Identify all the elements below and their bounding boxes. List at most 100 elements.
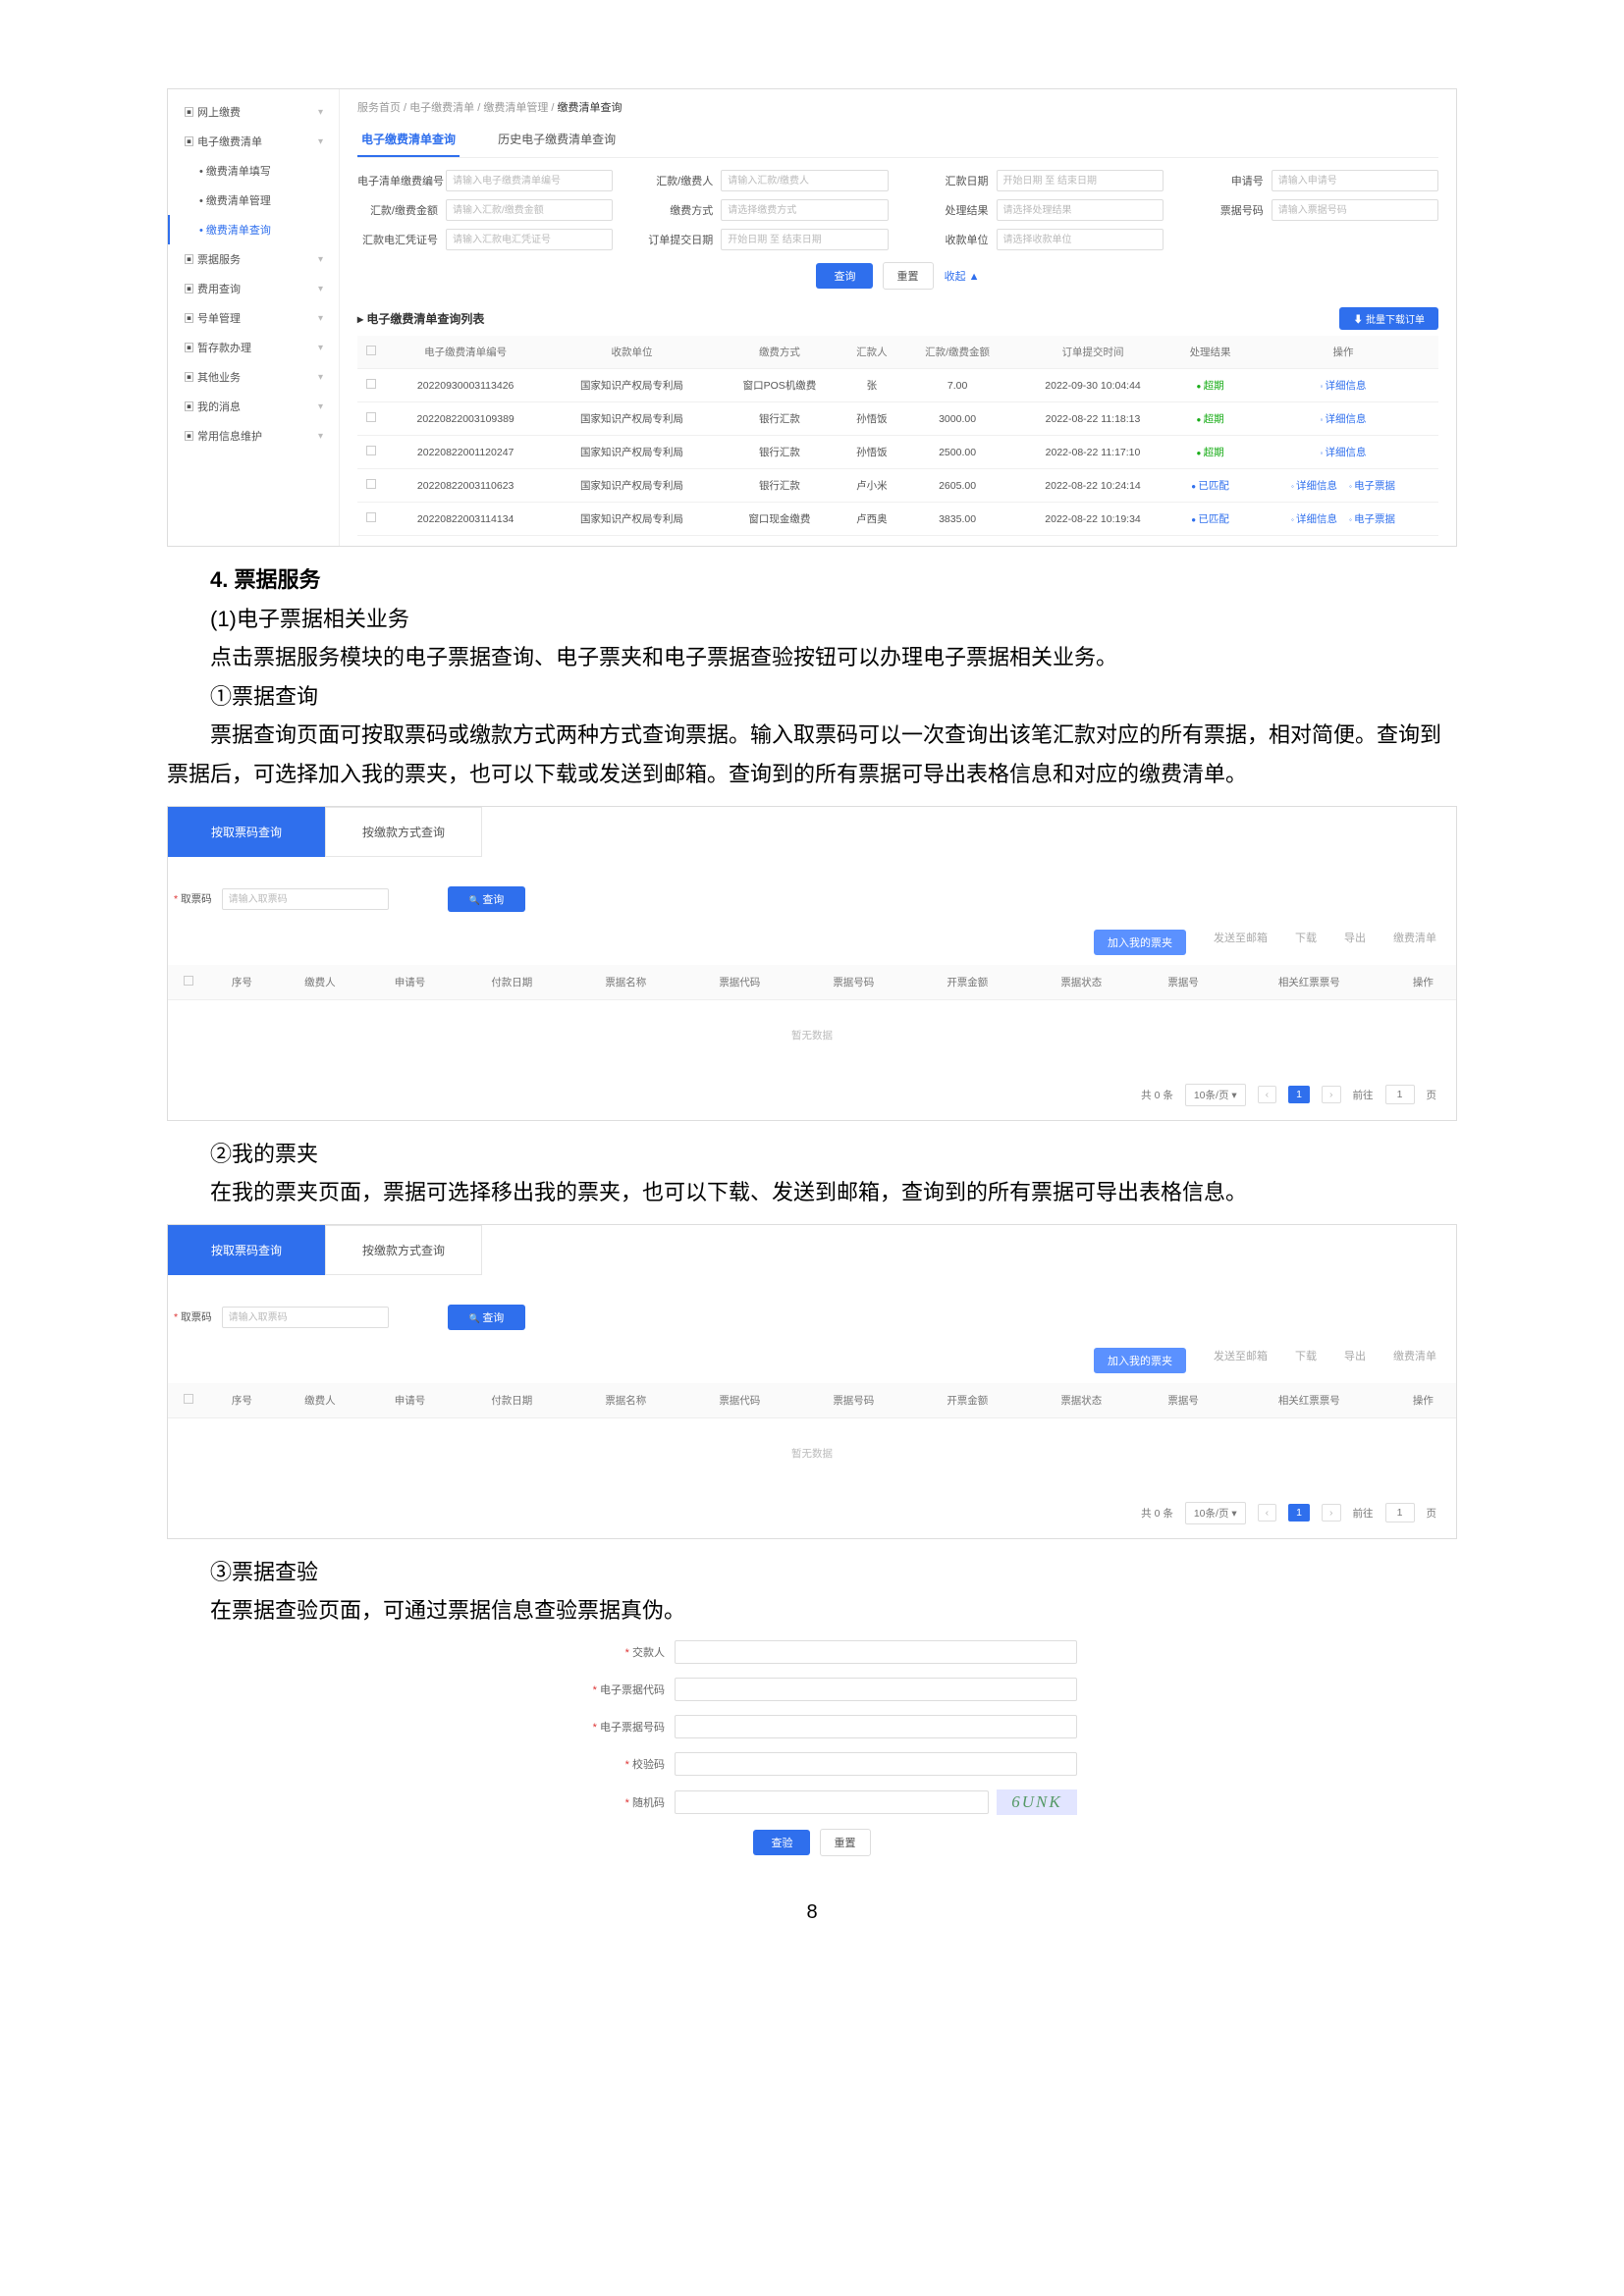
text-input[interactable] [675,1752,1077,1776]
search-label: 取票码 [181,1309,212,1324]
op-link[interactable]: 电子票据 [1349,480,1395,492]
sidebar-item[interactable]: ▣ 我的消息▾ [168,392,339,421]
op-link[interactable]: 详细信息 [1320,447,1366,458]
tab-bar: 电子缴费清单查询 历史电子缴费清单查询 [357,125,1438,158]
filter-input[interactable]: 请输入汇款/缴费金额 [446,199,613,221]
filter-input[interactable]: 开始日期 至 结束日期 [997,170,1164,191]
filter-input[interactable]: 请输入电子缴费清单编号 [446,170,613,191]
toolbar-action[interactable]: 发送至邮箱 [1214,930,1268,955]
verify-button[interactable]: 查验 [753,1830,810,1855]
page-size-select[interactable]: 10条/页 ▾ [1185,1084,1246,1106]
sidebar-item[interactable]: ▣ 电子缴费清单▾ [168,127,339,156]
sidebar-item[interactable]: ▣ 号单管理▾ [168,303,339,333]
goto-input[interactable]: 1 [1385,1085,1415,1104]
tab-by-payment[interactable]: 按缴款方式查询 [325,807,482,857]
sidebar-item[interactable]: • 缴费清单查询 [168,215,339,244]
text-input[interactable] [675,1640,1077,1664]
row-checkbox[interactable] [366,379,376,389]
filter-input[interactable]: 请选择缴费方式 [721,199,888,221]
search-input[interactable]: 请输入取票码 [222,1307,389,1328]
tab-by-code[interactable]: 按取票码查询 [168,1225,325,1275]
prev-page[interactable]: ‹ [1258,1086,1277,1103]
filter-input[interactable]: 请输入汇款电汇凭证号 [446,229,613,250]
screenshot-verify-form: 交款人电子票据代码电子票据号码校验码随机码6UNK 查验 重置 [547,1640,1077,1856]
op-link[interactable]: 详细信息 [1291,513,1337,525]
screenshot-ticket-query-1: 按取票码查询 按缴款方式查询 * 取票码 请输入取票码 查询 加入我的票夹发送至… [167,806,1457,1121]
filter-grid: 电子清单缴费编号请输入电子缴费清单编号汇款/缴费人请输入汇款/缴费人汇款日期开始… [357,170,1438,250]
table-row: 20220822003114134国家知识产权局专利局窗口现金缴费卢西奥3835… [357,503,1438,536]
no-data: 暂无数据 [168,1418,1456,1488]
text-input[interactable] [675,1790,989,1814]
sidebar-item[interactable]: • 缴费清单填写 [168,156,339,186]
sidebar: ▣ 网上缴费▾▣ 电子缴费清单▾• 缴费清单填写• 缴费清单管理• 缴费清单查询… [168,89,340,546]
result-table: 电子缴费清单编号收款单位缴费方式汇款人汇款/缴费金额订单提交时间处理结果操作 2… [357,336,1438,536]
search-button[interactable]: 查询 [448,886,526,912]
page-number: 8 [167,1901,1457,1924]
page-1[interactable]: 1 [1288,1504,1310,1522]
sidebar-item[interactable]: ▣ 常用信息维护▾ [168,421,339,451]
field-label: 校验码 [547,1756,675,1772]
search-input[interactable]: 请输入取票码 [222,888,389,910]
toolbar-action[interactable]: 缴费清单 [1393,1348,1436,1373]
sidebar-item[interactable]: ▣ 暂存款办理▾ [168,333,339,362]
sidebar-item[interactable]: ▣ 票据服务▾ [168,244,339,274]
toolbar-action[interactable]: 导出 [1344,1348,1366,1373]
document-body: ③票据查验 在票据查验页面，可通过票据信息查验票据真伪。 [167,1553,1457,1630]
page-1[interactable]: 1 [1288,1086,1310,1103]
paragraph: 在我的票夹页面，票据可选择移出我的票夹，也可以下载、发送到邮箱，查询到的所有票据… [167,1173,1457,1212]
op-link[interactable]: 电子票据 [1349,513,1395,525]
table-row: 20220930003113426国家知识产权局专利局窗口POS机缴费张7.00… [357,369,1438,402]
toolbar-action[interactable]: 发送至邮箱 [1214,1348,1268,1373]
toolbar-action[interactable]: 加入我的票夹 [1094,1348,1186,1373]
tab-history[interactable]: 历史电子缴费清单查询 [494,125,620,155]
table-row: 20220822001120247国家知识产权局专利局银行汇款孙悟饭2500.0… [357,436,1438,469]
tab-current[interactable]: 电子缴费清单查询 [357,125,460,157]
next-page[interactable]: › [1322,1504,1341,1522]
paragraph: 在票据查验页面，可通过票据信息查验票据真伪。 [167,1591,1457,1630]
row-checkbox[interactable] [366,479,376,489]
table-row: 20220822003110623国家知识产权局专利局银行汇款卢小米2605.0… [357,469,1438,503]
next-page[interactable]: › [1322,1086,1341,1103]
sidebar-item[interactable]: ▣ 网上缴费▾ [168,97,339,127]
filter-input[interactable]: 请选择收款单位 [997,229,1164,250]
text-input[interactable] [675,1715,1077,1738]
reset-button[interactable]: 重置 [820,1829,871,1856]
filter-input[interactable]: 请选择处理结果 [997,199,1164,221]
screenshot-voucher-query: ▣ 网上缴费▾▣ 电子缴费清单▾• 缴费清单填写• 缴费清单管理• 缴费清单查询… [167,88,1457,547]
heading-5a: (1)电子票据相关业务 [167,600,1457,639]
required-asterisk: * [174,1311,178,1323]
page-size-select[interactable]: 10条/页 ▾ [1185,1502,1246,1524]
toolbar-action[interactable]: 导出 [1344,930,1366,955]
toolbar-action[interactable]: 下载 [1295,930,1317,955]
text-input[interactable] [675,1678,1077,1701]
filter-input[interactable]: 请输入汇款/缴费人 [721,170,888,191]
search-button[interactable]: 查询 [448,1305,526,1330]
filter-input[interactable]: 开始日期 至 结束日期 [721,229,888,250]
field-label: 电子票据代码 [547,1682,675,1697]
sidebar-item[interactable]: ▣ 费用查询▾ [168,274,339,303]
op-link[interactable]: 详细信息 [1320,413,1366,425]
row-checkbox[interactable] [366,512,376,522]
op-link[interactable]: 详细信息 [1291,480,1337,492]
captcha-image: 6UNK [997,1789,1077,1815]
toolbar-action[interactable]: 加入我的票夹 [1094,930,1186,955]
list-title: ▸ 电子缴费清单查询列表 [357,310,484,327]
reset-button[interactable]: 重置 [883,262,934,290]
goto-input[interactable]: 1 [1385,1503,1415,1522]
filter-input[interactable]: 请输入申请号 [1272,170,1438,191]
tab-by-code[interactable]: 按取票码查询 [168,807,325,857]
op-link[interactable]: 详细信息 [1320,380,1366,392]
collapse-toggle[interactable]: 收起 ▲ [945,271,980,283]
toolbar-action[interactable]: 下载 [1295,1348,1317,1373]
prev-page[interactable]: ‹ [1258,1504,1277,1522]
tab-by-payment[interactable]: 按缴款方式查询 [325,1225,482,1275]
sidebar-item[interactable]: • 缴费清单管理 [168,186,339,215]
pagination: 共 0 条 10条/页 ▾ ‹ 1 › 前往 1 页 [168,1070,1456,1120]
row-checkbox[interactable] [366,412,376,422]
search-button[interactable]: 查询 [816,263,873,289]
row-checkbox[interactable] [366,446,376,455]
batch-download-button[interactable]: ⬇ 批量下载订单 [1339,307,1438,330]
sidebar-item[interactable]: ▣ 其他业务▾ [168,362,339,392]
toolbar-action[interactable]: 缴费清单 [1393,930,1436,955]
filter-input[interactable]: 请输入票据号码 [1272,199,1438,221]
